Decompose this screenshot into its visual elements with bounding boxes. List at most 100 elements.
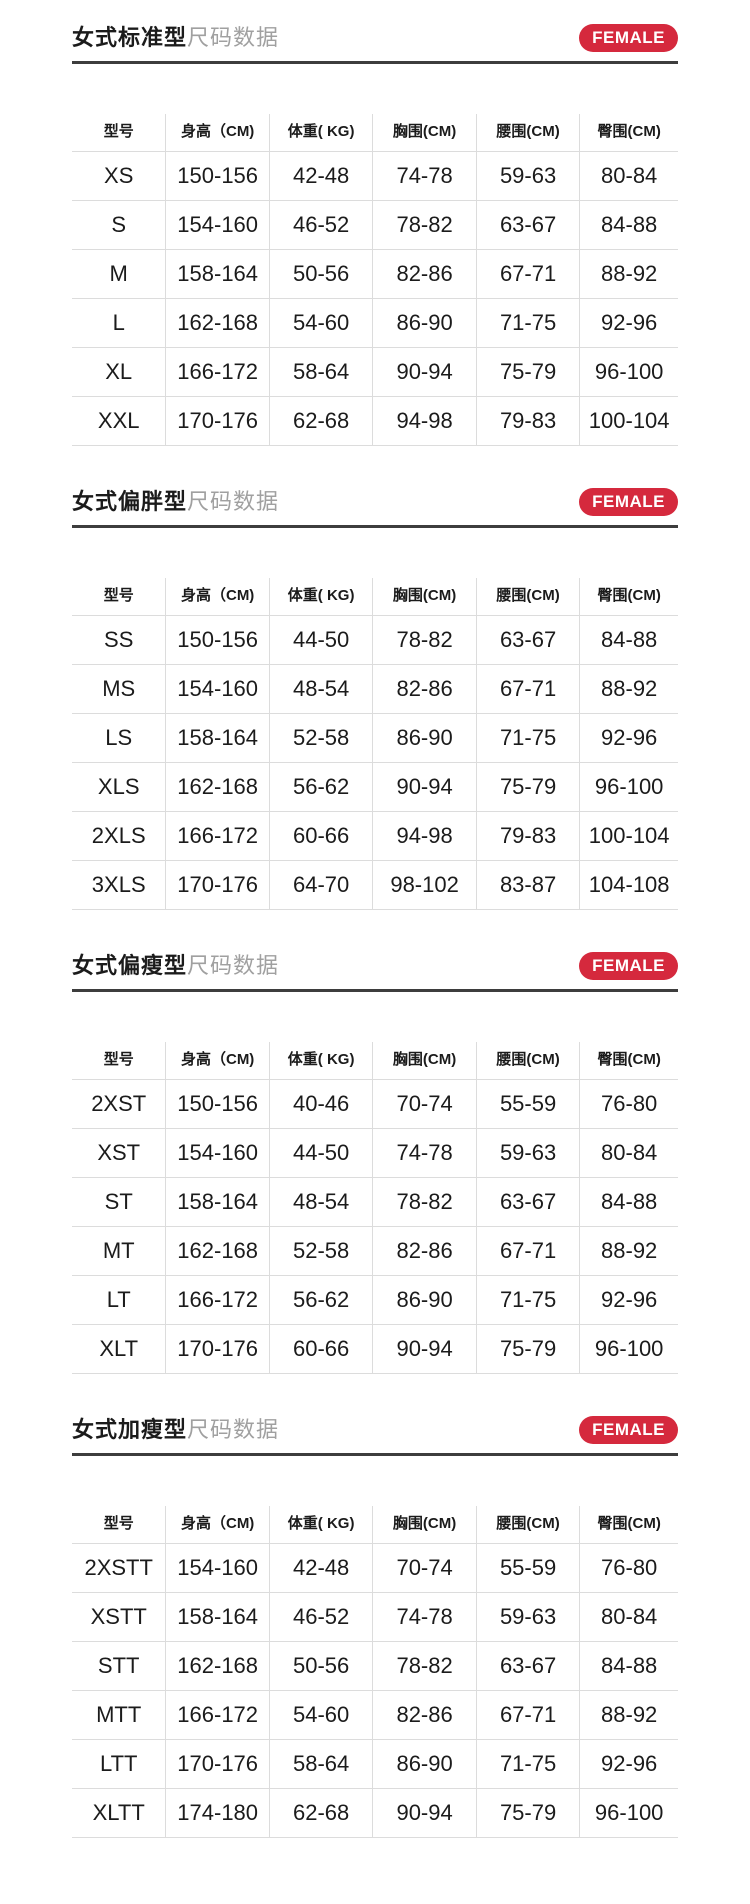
- column-header: 胸围(CM): [372, 114, 477, 152]
- measurement-cell: 162-168: [165, 1226, 270, 1276]
- measurement-cell: 86-90: [372, 298, 477, 348]
- column-header: 胸围(CM): [372, 1506, 477, 1544]
- measurement-cell: 62-68: [269, 396, 374, 446]
- size-code-cell: XS: [72, 151, 167, 201]
- size-code-cell: 2XLS: [72, 811, 167, 861]
- size-code-cell: M: [72, 249, 167, 299]
- table-body: 2XSTT 154-160 42-48 70-74 55-59 76-80 XSTT 158-…: [72, 1543, 678, 1838]
- size-code-cell: ST: [72, 1177, 167, 1227]
- column-header: 型号: [72, 114, 167, 152]
- measurement-cell: 62-68: [269, 1788, 374, 1838]
- size-code-cell: LT: [72, 1275, 167, 1325]
- measurement-cell: 64-70: [269, 860, 374, 910]
- measurement-cell: 75-79: [476, 1324, 581, 1374]
- column-header: 腰围(CM): [476, 1042, 581, 1080]
- measurement-cell: 40-46: [269, 1079, 374, 1129]
- section-title-type: 女式加瘦型: [72, 1417, 188, 1442]
- section-title-type: 女式标准型: [72, 25, 188, 50]
- column-header: 型号: [72, 578, 167, 616]
- size-code-cell: L: [72, 298, 167, 348]
- table-row: LS 158-164 52-58 86-90 71-75 92-96: [72, 713, 678, 763]
- measurement-cell: 94-98: [372, 396, 477, 446]
- measurement-cell: 42-48: [269, 1543, 374, 1593]
- measurement-cell: 154-160: [165, 1128, 270, 1178]
- measurement-cell: 158-164: [165, 713, 270, 763]
- measurement-cell: 88-92: [579, 1226, 678, 1276]
- size-code-cell: MS: [72, 664, 167, 714]
- size-code-cell: LTT: [72, 1739, 167, 1789]
- table-row: 2XST 150-156 40-46 70-74 55-59 76-80: [72, 1079, 678, 1129]
- measurement-cell: 92-96: [579, 1739, 678, 1789]
- measurement-cell: 63-67: [476, 615, 581, 665]
- female-badge: FEMALE: [579, 952, 678, 980]
- size-code-cell: XST: [72, 1128, 167, 1178]
- female-badge: FEMALE: [579, 24, 678, 52]
- measurement-cell: 74-78: [372, 151, 477, 201]
- measurement-cell: 166-172: [165, 811, 270, 861]
- measurement-cell: 154-160: [165, 200, 270, 250]
- column-header: 型号: [72, 1042, 167, 1080]
- measurement-cell: 90-94: [372, 347, 477, 397]
- section-title: 女式偏瘦型尺码数据: [72, 952, 279, 983]
- section-title-type: 女式偏瘦型: [72, 953, 188, 978]
- measurement-cell: 79-83: [476, 811, 581, 861]
- measurement-cell: 90-94: [372, 1324, 477, 1374]
- section-title: 女式标准型尺码数据: [72, 24, 279, 55]
- column-header: 胸围(CM): [372, 1042, 477, 1080]
- measurement-cell: 50-56: [269, 1641, 374, 1691]
- measurement-cell: 59-63: [476, 151, 581, 201]
- measurement-cell: 46-52: [269, 200, 374, 250]
- measurement-cell: 150-156: [165, 151, 270, 201]
- size-table-plus: 型号 身高（CM) 体重( KG) 胸围(CM) 腰围(CM) 臀围(CM) SS 150-1…: [72, 578, 678, 910]
- measurement-cell: 158-164: [165, 1592, 270, 1642]
- measurement-cell: 158-164: [165, 249, 270, 299]
- measurement-cell: 67-71: [476, 249, 581, 299]
- measurement-cell: 154-160: [165, 1543, 270, 1593]
- section-title-suffix: 尺码数据: [187, 489, 280, 514]
- section-title-type: 女式偏胖型: [72, 489, 188, 514]
- measurement-cell: 150-156: [165, 1079, 270, 1129]
- table-row: MT 162-168 52-58 82-86 67-71 88-92: [72, 1226, 678, 1276]
- table-row: XST 154-160 44-50 74-78 59-63 80-84: [72, 1128, 678, 1178]
- female-badge: FEMALE: [579, 488, 678, 516]
- measurement-cell: 162-168: [165, 1641, 270, 1691]
- column-header: 体重( KG): [269, 114, 374, 152]
- measurement-cell: 84-88: [579, 1177, 678, 1227]
- table-row: STT 162-168 50-56 78-82 63-67 84-88: [72, 1641, 678, 1691]
- size-code-cell: STT: [72, 1641, 167, 1691]
- column-header: 臀围(CM): [579, 114, 678, 152]
- table-row: XLT 170-176 60-66 90-94 75-79 96-100: [72, 1324, 678, 1374]
- female-badge: FEMALE: [579, 1416, 678, 1444]
- section-title: 女式加瘦型尺码数据: [72, 1416, 279, 1447]
- measurement-cell: 74-78: [372, 1128, 477, 1178]
- measurement-cell: 80-84: [579, 1128, 678, 1178]
- measurement-cell: 46-52: [269, 1592, 374, 1642]
- measurement-cell: 154-160: [165, 664, 270, 714]
- measurement-cell: 92-96: [579, 1275, 678, 1325]
- measurement-cell: 63-67: [476, 200, 581, 250]
- measurement-cell: 94-98: [372, 811, 477, 861]
- measurement-cell: 170-176: [165, 1324, 270, 1374]
- measurement-cell: 71-75: [476, 713, 581, 763]
- table-row: 2XLS 166-172 60-66 94-98 79-83 100-104: [72, 811, 678, 861]
- measurement-cell: 83-87: [476, 860, 581, 910]
- size-code-cell: S: [72, 200, 167, 250]
- table-row: LTT 170-176 58-64 86-90 71-75 92-96: [72, 1739, 678, 1789]
- measurement-cell: 80-84: [579, 151, 678, 201]
- size-code-cell: XLT: [72, 1324, 167, 1374]
- table-row: MTT 166-172 54-60 82-86 67-71 88-92: [72, 1690, 678, 1740]
- measurement-cell: 90-94: [372, 1788, 477, 1838]
- column-header: 胸围(CM): [372, 578, 477, 616]
- measurement-cell: 67-71: [476, 664, 581, 714]
- table-row: SS 150-156 44-50 78-82 63-67 84-88: [72, 615, 678, 665]
- measurement-cell: 92-96: [579, 298, 678, 348]
- size-code-cell: MTT: [72, 1690, 167, 1740]
- section-female-plus: 女式偏胖型尺码数据 FEMALE 型号 身高（CM) 体重( KG) 胸围(CM) 腰围…: [72, 488, 678, 910]
- column-header: 身高（CM): [165, 578, 270, 616]
- size-code-cell: MT: [72, 1226, 167, 1276]
- size-code-cell: XLTT: [72, 1788, 167, 1838]
- column-header: 身高（CM): [165, 114, 270, 152]
- measurement-cell: 86-90: [372, 1739, 477, 1789]
- measurement-cell: 67-71: [476, 1226, 581, 1276]
- measurement-cell: 84-88: [579, 1641, 678, 1691]
